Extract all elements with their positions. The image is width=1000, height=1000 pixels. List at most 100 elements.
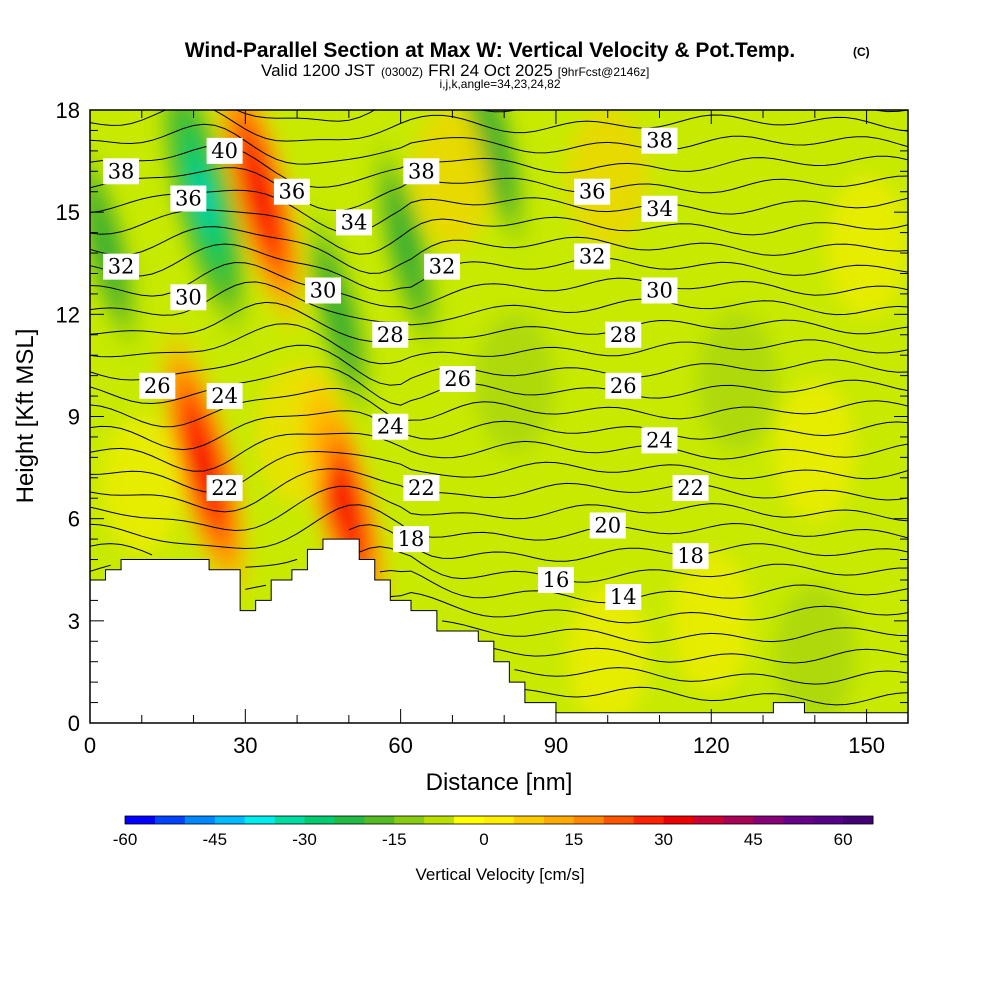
contour-label-box <box>641 195 678 222</box>
contour-label-text: 30 <box>646 278 673 302</box>
contour-label-box <box>103 253 140 280</box>
colorbar-swatch <box>334 816 365 824</box>
colorbar-frame <box>124 815 874 825</box>
contour-label-text: 24 <box>377 415 404 439</box>
contour-label-box <box>372 321 409 348</box>
isentrope-1 <box>514 667 908 685</box>
contour-label-box <box>336 209 373 236</box>
contour-label-32: 32 <box>103 253 140 280</box>
downdraft-core-5 <box>300 197 377 431</box>
x-tick-label: 150 <box>848 733 885 758</box>
contour-label-box <box>537 566 574 593</box>
isentrope-19 <box>90 281 908 326</box>
contour-label-text: 18 <box>398 527 425 551</box>
valid-utc: (0300Z) <box>381 65 423 79</box>
contour-label-22: 22 <box>672 475 709 502</box>
contour-label-text: 22 <box>677 476 704 500</box>
x-tick-label: 0 <box>84 733 96 758</box>
colorbar-swatch <box>364 816 395 824</box>
colorbar-swatch <box>214 816 246 824</box>
isentrope-5 <box>379 569 908 604</box>
contour-label-text: 36 <box>279 180 306 204</box>
contour-label-box <box>206 383 243 410</box>
contour-label-28: 28 <box>605 321 642 348</box>
contour-label-38: 38 <box>641 127 678 154</box>
contour-label-text: 28 <box>610 323 637 347</box>
colorbar-swatch <box>633 816 665 824</box>
x-axis-label: Distance [nm] <box>426 769 573 796</box>
colorbar-swatch <box>843 816 874 824</box>
updraft-core-1 <box>211 110 310 341</box>
contour-label-box <box>641 127 678 154</box>
field-patch-5 <box>671 550 752 691</box>
isentrope-8 <box>90 504 908 550</box>
contour-label-text: 36 <box>175 187 202 211</box>
colorbar-tick-label: -60 <box>113 830 138 849</box>
contour-label-box <box>641 427 678 454</box>
colorbar-label: Vertical Velocity [cm/s] <box>415 865 584 884</box>
contour-label-text: 34 <box>341 210 368 234</box>
contour-label-text: 32 <box>429 255 456 279</box>
x-tick-label: 90 <box>544 733 568 758</box>
y-tick-label: 18 <box>56 98 80 123</box>
isentrope-28 <box>90 110 908 142</box>
isentrope-0 <box>524 686 908 706</box>
y-tick-label: 0 <box>68 711 80 736</box>
field-patch-3 <box>567 110 648 249</box>
contour-label-box <box>304 277 341 304</box>
contour-label-26: 26 <box>139 372 176 399</box>
colorbar-swatch <box>304 816 335 824</box>
contour-label-30: 30 <box>170 284 207 311</box>
colorbar-swatch <box>573 816 605 824</box>
contour-label-box <box>672 543 709 570</box>
contour-label-text: 26 <box>144 374 171 398</box>
contour-label-16: 16 <box>537 566 574 593</box>
contour-label-text: 22 <box>408 476 435 500</box>
field-patch-9 <box>697 312 778 453</box>
isentrope-10 <box>90 468 908 513</box>
isentrope-6 <box>90 546 908 590</box>
contour-label-30: 30 <box>304 277 341 304</box>
colorbar-tick-label: 15 <box>564 830 583 849</box>
colorbar-swatch <box>125 816 156 824</box>
isentrope-20 <box>90 261 908 310</box>
isentrope-21 <box>90 243 908 292</box>
contour-label-38: 38 <box>103 158 140 185</box>
contour-label-text: 24 <box>646 428 673 452</box>
contour-label-box <box>574 178 611 205</box>
isentrope-4 <box>390 591 908 624</box>
contour-label-box <box>170 284 207 311</box>
colorbar-swatch <box>543 816 575 824</box>
contour-label-36: 36 <box>273 178 310 205</box>
contour-label-18: 18 <box>392 526 429 553</box>
y-tick-label: 3 <box>68 609 80 634</box>
contour-label-34: 34 <box>641 195 678 222</box>
downdraft-core-7 <box>455 110 533 261</box>
valid-prefix: Valid 1200 JST <box>261 61 375 80</box>
colorbar-swatch <box>513 816 545 824</box>
y-tick-label: 15 <box>56 200 80 225</box>
contour-label-box <box>392 526 429 553</box>
contour-label-box <box>672 475 709 502</box>
contour-label-box <box>605 583 642 610</box>
colorbar-swatch <box>813 816 844 824</box>
contour-label-26: 26 <box>439 366 476 393</box>
contour-label-text: 20 <box>594 513 621 537</box>
isentrope-24 <box>90 189 908 234</box>
colorbar-tick-label: -45 <box>202 830 227 849</box>
x-axis: 0 30 60 90 120 150 <box>84 110 885 758</box>
isentrope-2 <box>493 647 908 664</box>
contour-label-24: 24 <box>641 427 678 454</box>
chart-title: Wind-Parallel Section at Max W: Vertical… <box>185 39 796 62</box>
contour-label-text: 16 <box>543 568 570 592</box>
isentrope-16 <box>90 344 908 386</box>
contour-label-box <box>206 137 243 164</box>
x-tick-label: 30 <box>233 733 257 758</box>
contour-label-box <box>574 243 611 270</box>
contour-label-box <box>273 178 310 205</box>
contour-label-box <box>139 372 176 399</box>
colorbar-swatch <box>244 816 276 824</box>
field-patch-2 <box>412 110 493 249</box>
colorbar-swatch <box>274 816 306 824</box>
contour-label-text: 34 <box>646 197 673 221</box>
